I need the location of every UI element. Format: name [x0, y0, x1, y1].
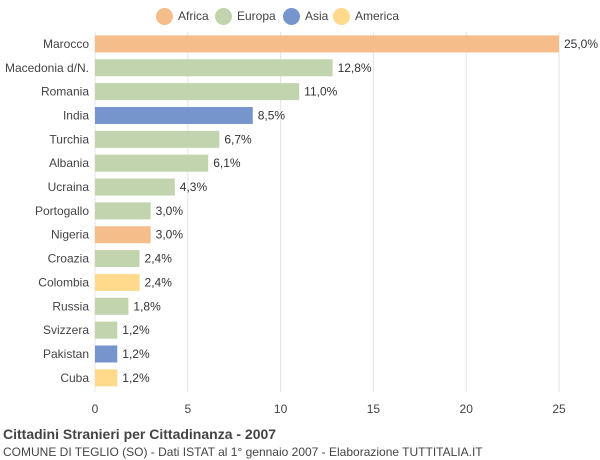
bar: [95, 297, 129, 315]
data-label: 25,0%: [564, 37, 598, 51]
bar: [95, 178, 175, 196]
y-category-label: Croazia: [48, 252, 90, 266]
chart-subtitle: COMUNE DI TEGLIO (SO) - Dati ISTAT al 1°…: [3, 445, 483, 459]
bar: [95, 273, 140, 291]
x-tick-label: 5: [184, 402, 191, 416]
legend-item-asia: Asia: [283, 6, 328, 26]
y-category-label: Svizzera: [43, 323, 89, 337]
y-category-label: Turchia: [49, 132, 89, 146]
data-label: 1,2%: [122, 323, 150, 337]
y-category-label: Cuba: [60, 371, 89, 385]
bar: [95, 130, 220, 148]
data-label: 12,8%: [338, 61, 372, 75]
y-category-label: Romania: [41, 85, 89, 99]
y-category-label: Colombia: [38, 275, 89, 289]
bar: [95, 106, 253, 124]
bar: [95, 83, 300, 101]
x-tick-label: 10: [274, 402, 288, 416]
data-label: 2,4%: [145, 275, 173, 289]
data-label: 1,2%: [122, 347, 150, 361]
bar: [95, 35, 559, 53]
legend-label-africa: Africa: [178, 9, 209, 23]
x-tick-label: 25: [552, 402, 566, 416]
legend-label-asia: Asia: [305, 9, 329, 23]
data-label: 3,0%: [156, 204, 184, 218]
y-category-label: Albania: [49, 156, 89, 170]
y-category-label: Nigeria: [51, 228, 89, 242]
data-label: 2,4%: [145, 252, 173, 266]
bar: [95, 226, 151, 244]
data-label: 8,5%: [258, 108, 286, 122]
chart-title: Cittadini Stranieri per Cittadinanza - 2…: [3, 426, 277, 442]
y-category-label: Ucraina: [48, 180, 90, 194]
legend: Africa Europa Asia America: [0, 6, 600, 26]
legend-swatch-africa: [156, 7, 173, 25]
legend-item-america: America: [333, 6, 399, 26]
bar: [95, 202, 151, 220]
x-tick-label: 20: [460, 402, 474, 416]
legend-item-europa: Europa: [215, 6, 276, 26]
bar: [95, 369, 118, 387]
data-label: 1,8%: [133, 299, 161, 313]
x-tick-label: 15: [367, 402, 381, 416]
bar: [95, 59, 333, 77]
data-label: 1,2%: [122, 371, 150, 385]
y-category-label: Macedonia d/N.: [5, 61, 89, 75]
y-category-label: Pakistan: [43, 347, 89, 361]
bar: [95, 345, 118, 363]
y-category-label: Marocco: [43, 37, 89, 51]
data-label: 3,0%: [156, 228, 184, 242]
legend-label-america: America: [355, 9, 400, 23]
legend-swatch-america: [333, 7, 350, 25]
legend-label-europa: Europa: [237, 9, 276, 23]
y-category-label: India: [63, 108, 89, 122]
data-label: 6,1%: [213, 156, 241, 170]
legend-swatch-europa: [215, 7, 232, 25]
legend-swatch-asia: [283, 7, 300, 25]
data-label: 4,3%: [180, 180, 208, 194]
data-label: 6,7%: [224, 132, 252, 146]
data-label: 11,0%: [304, 85, 337, 99]
y-category-label: Portogallo: [35, 204, 89, 218]
x-tick-label: 0: [92, 402, 99, 416]
bar: [95, 154, 209, 172]
bar-chart: 0 5 10 15 20 25 Marocco 25,0% Macedonia d/N. 12,8…: [5, 32, 598, 416]
legend-item-africa: Africa: [156, 6, 209, 26]
bar: [95, 321, 118, 339]
y-category-label: Russia: [52, 299, 89, 313]
bar: [95, 250, 140, 268]
